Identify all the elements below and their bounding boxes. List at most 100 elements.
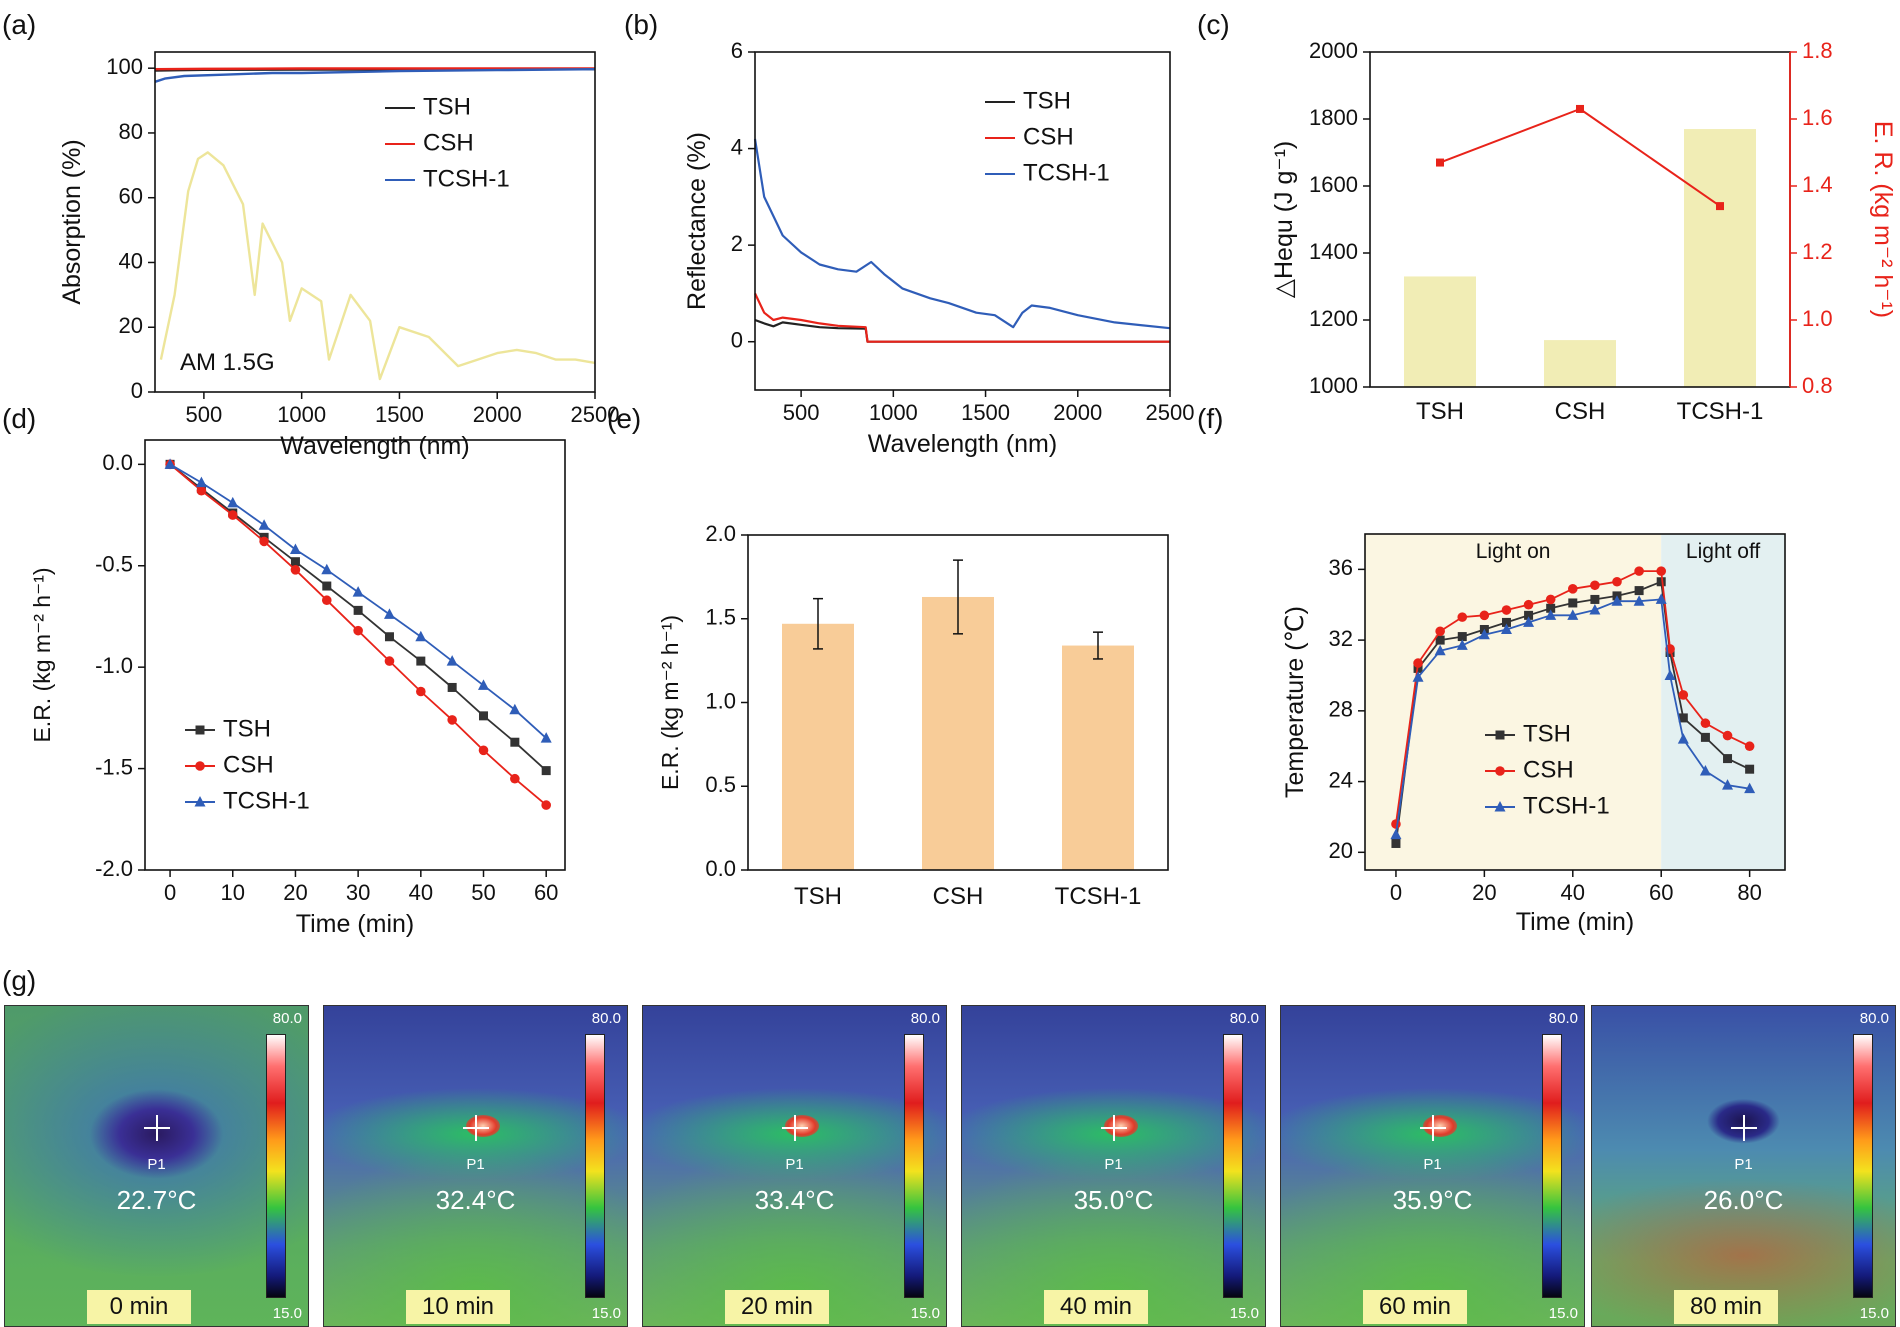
point-CSH bbox=[353, 625, 363, 636]
y-tick-label: 0.5 bbox=[705, 772, 736, 797]
crosshair-icon bbox=[1419, 1114, 1446, 1141]
y-axis-label: E.R. (kg m⁻² h⁻¹) bbox=[29, 567, 55, 742]
color-scale-bar bbox=[585, 1034, 605, 1298]
y-tick-label: 2 bbox=[731, 231, 743, 256]
x-axis-label: Time (min) bbox=[296, 910, 415, 938]
x-tick-label: 2500 bbox=[571, 402, 620, 427]
scale-min: 15.0 bbox=[1548, 1305, 1578, 1322]
y2-tick-label: 1.8 bbox=[1802, 38, 1833, 63]
x-tick-label: 40 bbox=[1561, 880, 1585, 905]
point-TCSH-1 bbox=[446, 655, 458, 666]
point-label: P1 bbox=[1734, 1156, 1753, 1174]
legend-label-CSH: CSH bbox=[223, 751, 274, 778]
legend-label-TCSH-1: TCSH-1 bbox=[1023, 159, 1110, 186]
temperature-reading: 35.0°C bbox=[1073, 1185, 1154, 1216]
legend-marker-TSH bbox=[1495, 730, 1505, 740]
point-CSH bbox=[1678, 690, 1689, 700]
legend-marker-TSH bbox=[195, 725, 205, 735]
y-tick-label: 20 bbox=[119, 313, 143, 338]
point-TCSH-1 bbox=[1722, 779, 1734, 790]
point-TCSH-1 bbox=[164, 458, 176, 469]
series-line-TCSH-1 bbox=[169, 463, 547, 739]
point-TSH bbox=[1546, 603, 1556, 613]
point-CSH bbox=[196, 485, 207, 496]
time-label: 20 min bbox=[725, 1290, 829, 1324]
legend-label-CSH: CSH bbox=[423, 129, 474, 156]
panel-label: (c) bbox=[1197, 9, 1230, 40]
er-marker-TCSH-1 bbox=[1716, 202, 1724, 211]
point-TCSH-1 bbox=[415, 630, 427, 642]
x-tick-label: 40 bbox=[409, 880, 433, 905]
color-scale-bar bbox=[1853, 1034, 1873, 1298]
point-TSH bbox=[1435, 635, 1445, 645]
point-CSH bbox=[1501, 605, 1512, 615]
x-category-label: CSH bbox=[1555, 398, 1606, 425]
x-tick-label: 1000 bbox=[277, 402, 326, 427]
point-TSH bbox=[1524, 610, 1534, 620]
x-category-label: TCSH-1 bbox=[1677, 398, 1764, 425]
color-scale-bar bbox=[1223, 1034, 1243, 1298]
thermal-image-row: P1 22.7°C 80.0 15.0 0 min P1 32.4°C 80.0… bbox=[0, 1005, 1900, 1327]
bar-TSH bbox=[1404, 276, 1476, 387]
point-TSH bbox=[1656, 577, 1666, 587]
point-CSH bbox=[1634, 566, 1644, 576]
y-tick-label: 1.0 bbox=[705, 688, 736, 713]
y-axis-label: Temperature (℃) bbox=[1281, 606, 1309, 798]
point-TCSH-1 bbox=[227, 496, 239, 508]
legend-marker-CSH bbox=[195, 761, 205, 771]
point-TSH bbox=[447, 682, 457, 692]
x-tick-label: 1500 bbox=[961, 400, 1010, 425]
crosshair-icon bbox=[143, 1114, 170, 1141]
series-line-TCSH-1 bbox=[154, 68, 596, 83]
y-tick-label: 1400 bbox=[1309, 239, 1358, 264]
er-marker-CSH bbox=[1576, 104, 1584, 113]
thermal-image-20min: P1 33.4°C 80.0 15.0 20 min bbox=[642, 1005, 947, 1327]
point-TCSH-1 bbox=[1456, 639, 1468, 650]
legend-label-TCSH-1: TCSH-1 bbox=[223, 787, 310, 814]
point-CSH bbox=[1523, 599, 1534, 610]
x-category-label: CSH bbox=[933, 883, 984, 910]
point-TSH bbox=[1590, 594, 1600, 604]
point-TCSH-1 bbox=[1611, 595, 1623, 606]
y-tick-label: -0.5 bbox=[95, 552, 133, 577]
panel-label: (d) bbox=[2, 403, 36, 434]
x-tick-label: 500 bbox=[186, 402, 223, 427]
scale-max: 80.0 bbox=[1859, 1010, 1889, 1027]
color-scale-bar bbox=[904, 1034, 924, 1298]
y-tick-label: 100 bbox=[106, 54, 143, 79]
panel-label: (g) bbox=[2, 965, 36, 996]
time-label: 60 min bbox=[1363, 1290, 1467, 1324]
scale-max: 80.0 bbox=[591, 1010, 621, 1027]
bar-TCSH-1 bbox=[1684, 129, 1756, 388]
point-TCSH-1 bbox=[1478, 628, 1490, 640]
point-CSH bbox=[1567, 584, 1578, 594]
point-CSH bbox=[1590, 580, 1600, 591]
thermal-image-80min: P1 26.0°C 80.0 15.0 80 min bbox=[1591, 1005, 1896, 1327]
point-label: P1 bbox=[785, 1156, 804, 1174]
series-line-TCSH-1 bbox=[1395, 598, 1750, 835]
point-CSH bbox=[384, 656, 395, 666]
temperature-reading: 32.4°C bbox=[435, 1185, 516, 1216]
point-TCSH-1 bbox=[1589, 604, 1601, 615]
series-line-TCSH-1 bbox=[753, 138, 1171, 330]
point-CSH bbox=[290, 565, 301, 575]
point-TCSH-1 bbox=[1633, 595, 1645, 606]
scale-min: 15.0 bbox=[1229, 1305, 1259, 1322]
point-TSH bbox=[510, 737, 520, 747]
er-line bbox=[1439, 108, 1721, 207]
y-tick-label: 2000 bbox=[1309, 38, 1358, 63]
plot-frame bbox=[154, 51, 596, 393]
point-CSH bbox=[1479, 610, 1490, 621]
point-CSH bbox=[541, 800, 551, 810]
y-tick-label: -2.0 bbox=[95, 856, 133, 881]
x-tick-label: 50 bbox=[471, 880, 495, 905]
scale-min: 15.0 bbox=[910, 1305, 940, 1322]
point-TSH bbox=[416, 656, 426, 666]
point-TSH bbox=[1391, 838, 1401, 848]
x-category-label: TCSH-1 bbox=[1055, 883, 1142, 910]
x-axis-label: Wavelength (nm) bbox=[280, 432, 469, 460]
thermal-image-60min: P1 35.9°C 80.0 15.0 60 min bbox=[1280, 1005, 1585, 1327]
point-TCSH-1 bbox=[509, 703, 521, 715]
x-tick-label: 20 bbox=[283, 880, 307, 905]
